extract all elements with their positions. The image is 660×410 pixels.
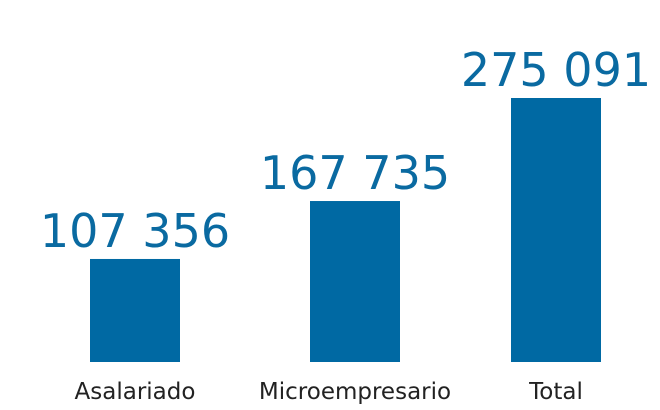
category-label: Total [528, 379, 583, 405]
bar [90, 258, 180, 362]
category-label: Asalariado [75, 379, 196, 405]
value-label: 107 356 [40, 204, 230, 258]
bar [511, 98, 601, 362]
category-label: Microempresario [259, 379, 451, 405]
value-label: 275 091 [461, 43, 651, 97]
value-label: 167 735 [260, 146, 450, 200]
bar [310, 201, 400, 362]
